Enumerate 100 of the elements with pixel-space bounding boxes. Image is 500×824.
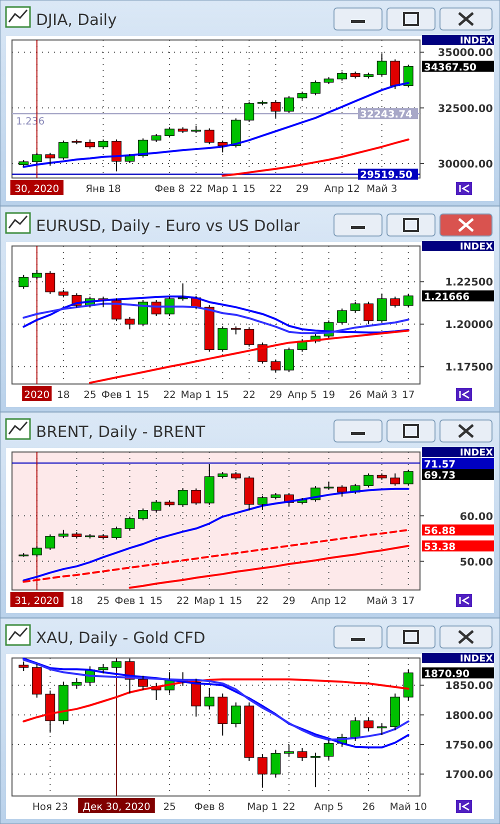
- x-tick-label: 31, 2020: [14, 596, 60, 607]
- y-tick-label: 30000.00: [438, 158, 493, 171]
- candlestick: [270, 749, 281, 778]
- chart-title: BRENT, Daily - BRENT: [36, 423, 206, 441]
- candlestick: [58, 681, 68, 725]
- candlestick: [124, 516, 135, 531]
- x-tick-label: Мар 1: [247, 802, 278, 813]
- x-tick-label: Дек 30, 2020: [82, 802, 150, 813]
- candlestick: [364, 716, 374, 732]
- candlestick: [98, 663, 108, 674]
- candlestick: [138, 675, 148, 690]
- candlestick: [337, 484, 347, 498]
- x-tick-label: 26: [362, 802, 375, 813]
- chart-title: XAU, Daily - Gold CFD: [36, 629, 206, 647]
- text: 34367.50: [424, 62, 477, 74]
- x-tick-label: 22: [176, 596, 190, 607]
- candlestick: [270, 100, 281, 118]
- x-tick-label: Мар 1: [207, 184, 238, 195]
- y-tick-label: 1850.00: [445, 680, 493, 692]
- x-tick-label: Май 3: [366, 596, 398, 607]
- x-tick-label: Янв 18: [86, 184, 121, 195]
- text: 69.73: [424, 470, 456, 482]
- text: INDEX: [460, 654, 494, 664]
- ref-line-label: 71.57: [424, 460, 456, 470]
- x-tick-label: 15: [216, 390, 229, 401]
- chart-title: EURUSD, Daily - Euro vs US Dollar: [36, 217, 300, 235]
- candlestick: [204, 688, 214, 710]
- candlestick: [18, 661, 29, 672]
- candlestick: [376, 293, 387, 324]
- x-tick-label: Апр 5: [314, 802, 344, 813]
- x-tick-label: Мар 1: [194, 596, 225, 607]
- line-series: [88, 330, 410, 384]
- line-series: [128, 544, 410, 589]
- y-tick-label: 1800.00: [445, 710, 493, 722]
- candlestick: [45, 270, 56, 294]
- candlestick: [244, 476, 254, 511]
- candlestick: [112, 526, 122, 540]
- x-tick-label: 19: [322, 390, 336, 401]
- y-tick-label: 1.20000: [445, 319, 493, 332]
- x-tick-label: 15: [230, 596, 242, 607]
- candlestick: [32, 663, 42, 698]
- candlestick: [72, 678, 82, 690]
- candlestick: [403, 64, 414, 88]
- candlestick: [310, 752, 320, 788]
- candlestick: [376, 52, 387, 77]
- x-tick-label: 2020: [24, 390, 50, 401]
- x-tick-label: Ноя 23: [32, 802, 68, 813]
- data-label: 56.88: [424, 526, 456, 537]
- text: 1.21666: [424, 292, 470, 303]
- candlestick: [218, 472, 228, 479]
- x-tick-label: 30, 2020: [14, 184, 60, 195]
- candlestick: [350, 716, 360, 742]
- text: INDEX: [460, 448, 494, 458]
- candlestick: [350, 301, 360, 314]
- x-tick-label: 29: [282, 596, 296, 607]
- line-series: [22, 528, 410, 583]
- x-tick-label: 15: [242, 184, 256, 195]
- data-label: 53.38: [424, 542, 456, 553]
- candlestick: [18, 274, 29, 290]
- candlestick: [85, 533, 95, 540]
- candlestick: [191, 488, 202, 506]
- candlestick: [337, 308, 347, 326]
- y-tick-label: 1.17500: [445, 362, 493, 374]
- candlestick: [138, 300, 148, 327]
- x-tick-label: Фев 8: [154, 184, 185, 195]
- candlestick: [297, 748, 308, 762]
- candlestick: [284, 96, 294, 114]
- x-tick-label: 25: [96, 596, 110, 607]
- candlestick: [45, 690, 56, 734]
- candlestick: [257, 495, 268, 510]
- y-tick-label: 35000.00: [438, 47, 493, 60]
- candlestick: [257, 753, 268, 788]
- x-tick-label: 18: [70, 596, 84, 607]
- x-tick-label: Апр 5: [288, 390, 317, 401]
- y-tick-label: 32500.00: [438, 102, 493, 115]
- x-tick-label: 15: [136, 390, 150, 401]
- text: 1870.90: [424, 668, 470, 680]
- x-tick-label: 22: [190, 184, 202, 195]
- x-tick-label: 22: [256, 596, 269, 607]
- candlestick: [204, 304, 214, 352]
- x-tick-label: 25: [163, 802, 176, 813]
- candlestick: [403, 668, 414, 702]
- ref-line-label: 32243.74: [360, 110, 413, 121]
- y-tick-label: 1750.00: [445, 739, 493, 752]
- candlestick: [244, 326, 254, 348]
- candlestick: [218, 140, 228, 153]
- candlestick: [191, 678, 202, 718]
- candlestick: [403, 293, 414, 308]
- candlestick: [364, 72, 374, 80]
- x-tick-label: 18: [57, 390, 70, 401]
- x-tick-label: Фев 1: [114, 596, 145, 607]
- x-tick-label: 17: [402, 596, 415, 607]
- candlestick: [350, 71, 360, 80]
- x-tick-label: 17: [402, 390, 415, 401]
- candlestick: [204, 464, 214, 506]
- line-series: [22, 488, 410, 582]
- text: INDEX: [460, 36, 494, 46]
- candlestick: [244, 702, 254, 762]
- chart-title: DJIA, Daily: [36, 11, 117, 29]
- y-tick-label: 60.00: [460, 510, 493, 523]
